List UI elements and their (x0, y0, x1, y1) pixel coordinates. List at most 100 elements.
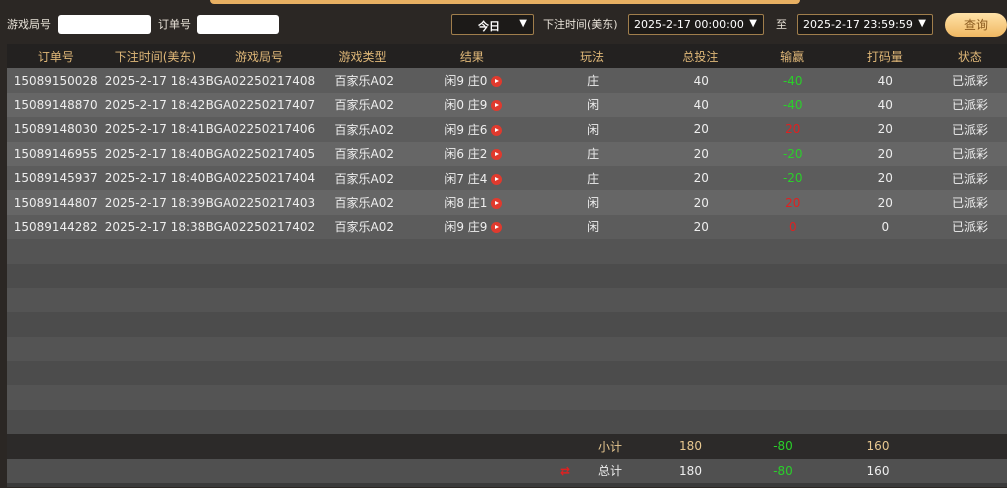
table-row[interactable]: 15089148870 2025-2-17 18:42 BGA02250217407… (7, 92, 1007, 118)
play-text: 闲 (587, 122, 600, 137)
cell-order: 15089144807 (7, 196, 104, 210)
table-row[interactable]: 15089144282 2025-2-17 18:38 BGA02250217402… (7, 214, 1007, 240)
valid-text: 0 (881, 219, 890, 234)
end-time-select[interactable]: 2025-2-17 23:59:59 ▼ (797, 14, 933, 35)
time-text: 2025-2-17 18:39 (104, 195, 206, 210)
cell-type: 百家乐A02 (314, 72, 415, 89)
table-row[interactable]: 15089146955 2025-2-17 18:40 BGA02250217405… (7, 141, 1007, 166)
query-button[interactable]: 查询 (945, 13, 1007, 37)
cell-win: -20 (748, 171, 838, 185)
time-text: 2025-2-17 18:42 (104, 97, 206, 112)
play-replay-icon[interactable] (491, 100, 503, 112)
cell-order: 15089144282 (7, 220, 104, 234)
time-text: 2025-2-17 18:43 (104, 73, 206, 88)
cell-status: 已派彩 (933, 170, 1007, 187)
order-input[interactable] (197, 15, 279, 34)
valid-text: 20 (877, 171, 893, 186)
result-text: 闲9 庄0 (444, 74, 488, 89)
status-text: 已派彩 (952, 196, 989, 211)
cell-time: 2025-2-17 18:40 (104, 171, 206, 185)
to-label: 至 (776, 18, 787, 31)
cell-play: 闲 (532, 218, 655, 235)
play-replay-icon[interactable] (491, 76, 503, 88)
time-text: 2025-2-17 18:41 (104, 122, 206, 137)
cell-play: 庄 (532, 145, 655, 162)
column-header: 玩法 (579, 49, 604, 64)
filter-bar: 游戏局号 订单号 今日 ▼ 下注时间(美东) 2025-2-17 00:00:00… (0, 11, 1007, 37)
cell-bet: 20 (655, 220, 748, 234)
order-text: 15089148030 (13, 122, 98, 137)
column-header: 游戏类型 (338, 49, 387, 64)
cell-result: 闲9 庄0 (415, 72, 532, 89)
result-text: 闲9 庄9 (444, 220, 488, 235)
time-text: 2025-2-17 18:40 (104, 146, 206, 161)
time-label: 下注时间(美东) (543, 18, 618, 31)
total-row: ⇄ 总计 180 -80 160 (7, 458, 1007, 487)
cell-result: 闲0 庄9 (415, 96, 532, 113)
bet-text: 20 (693, 146, 709, 161)
play-text: 闲 (587, 98, 600, 113)
cell-round: BGA02250217405 (206, 147, 316, 161)
column-header: 游戏局号 (234, 49, 283, 64)
result-text: 闲8 庄1 (444, 196, 488, 211)
column-header: 状态 (957, 49, 982, 64)
cell-play: 庄 (532, 170, 655, 187)
order-text: 15089150028 (13, 73, 98, 88)
order-text: 15089144282 (13, 219, 98, 234)
play-replay-icon[interactable] (491, 124, 503, 136)
cell-round: BGA02250217406 (206, 122, 316, 136)
result-text: 闲7 庄4 (444, 171, 488, 186)
cell-type: 百家乐A02 (314, 170, 415, 187)
win-text: 20 (785, 195, 801, 210)
cell-play: 庄 (532, 72, 655, 89)
cell-result: 闲9 庄9 (415, 218, 532, 235)
cell-round: BGA02250217403 (206, 196, 316, 210)
cell-play: 闲 (532, 121, 655, 138)
result-text: 闲9 庄6 (444, 122, 488, 137)
round-text: BGA02250217404 (205, 171, 316, 186)
cell-valid: 20 (838, 196, 933, 210)
column-header: 输赢 (780, 49, 805, 64)
cell-order: 15089145937 (7, 171, 104, 185)
type-text: 百家乐A02 (334, 98, 395, 113)
empty-row (7, 312, 1007, 337)
top-banner-edge (210, 0, 800, 4)
cell-win: 20 (748, 196, 838, 210)
play-replay-icon[interactable] (491, 198, 503, 210)
play-replay-icon[interactable] (491, 222, 503, 234)
round-text: BGA02250217402 (205, 219, 316, 234)
cell-play: 闲 (532, 194, 655, 211)
bet-text: 20 (693, 219, 709, 234)
order-text: 15089144807 (13, 195, 98, 210)
round-input[interactable] (58, 15, 151, 34)
status-text: 已派彩 (952, 220, 989, 235)
table-row[interactable]: 15089144807 2025-2-17 18:39 BGA02250217403… (7, 190, 1007, 215)
total-win: -80 (773, 463, 793, 478)
cell-order: 15089146955 (7, 147, 104, 161)
subtotal-win: -80 (773, 439, 793, 454)
table-row[interactable]: 15089145937 2025-2-17 18:40 BGA02250217404… (7, 165, 1007, 191)
play-replay-icon[interactable] (491, 149, 503, 161)
table-header: 订单号 下注时间(美东) 游戏局号 游戏类型 结果 玩法 总投注 输赢 打码量 状态 (7, 44, 1007, 69)
period-value: 今日 (478, 20, 500, 33)
play-text: 闲 (587, 196, 600, 211)
refresh-icon[interactable]: ⇄ (559, 463, 571, 478)
empty-row (7, 239, 1007, 264)
cell-bet: 20 (655, 171, 748, 185)
period-select[interactable]: 今日 ▼ (451, 14, 534, 35)
cell-win: 20 (748, 122, 838, 136)
cell-time: 2025-2-17 18:38 (104, 220, 206, 234)
table-row[interactable]: 15089150028 2025-2-17 18:43 BGA02250217408… (7, 68, 1007, 93)
cell-win: -40 (748, 98, 838, 112)
play-replay-icon[interactable] (491, 173, 503, 185)
end-value: 2025-2-17 23:59:59 (803, 18, 913, 31)
bet-text: 40 (693, 73, 709, 88)
chevron-down-icon: ▼ (918, 18, 926, 29)
cell-type: 百家乐A02 (314, 194, 415, 211)
start-time-select[interactable]: 2025-2-17 00:00:00 ▼ (628, 14, 764, 35)
cell-type: 百家乐A02 (314, 121, 415, 138)
win-text: -20 (782, 171, 803, 186)
cell-result: 闲9 庄6 (415, 121, 532, 138)
table-row[interactable]: 15089148030 2025-2-17 18:41 BGA02250217406… (7, 117, 1007, 142)
cell-time: 2025-2-17 18:39 (104, 195, 206, 210)
